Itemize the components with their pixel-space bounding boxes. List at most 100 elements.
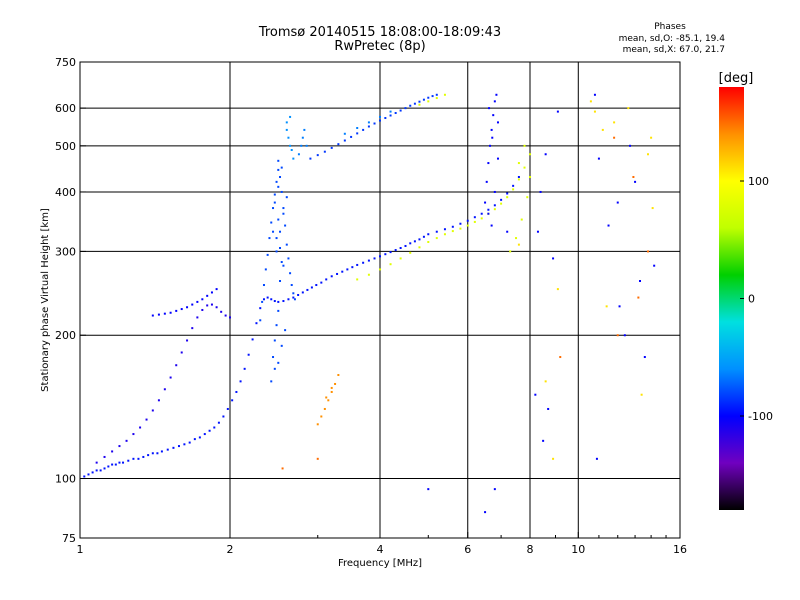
data-point bbox=[523, 166, 526, 169]
data-point bbox=[552, 457, 555, 460]
data-point bbox=[188, 441, 191, 444]
data-point bbox=[399, 247, 402, 250]
data-point bbox=[389, 251, 392, 254]
data-point bbox=[487, 212, 490, 215]
data-point bbox=[275, 237, 278, 240]
data-point bbox=[418, 100, 421, 103]
data-point bbox=[362, 128, 365, 131]
data-point bbox=[222, 415, 225, 418]
data-point bbox=[157, 399, 160, 402]
data-point bbox=[593, 93, 596, 96]
data-point bbox=[526, 196, 529, 199]
data-point bbox=[379, 255, 381, 258]
data-point bbox=[435, 237, 438, 240]
data-point bbox=[172, 446, 175, 449]
data-point bbox=[597, 157, 600, 160]
data-point bbox=[379, 119, 381, 122]
data-point bbox=[122, 461, 125, 464]
data-point bbox=[87, 473, 90, 476]
data-point bbox=[394, 112, 397, 115]
data-point bbox=[646, 250, 649, 253]
data-point bbox=[435, 97, 438, 100]
x-tick-label: 1 bbox=[77, 543, 84, 556]
data-point bbox=[422, 235, 425, 238]
data-point bbox=[273, 339, 276, 342]
data-point bbox=[261, 300, 264, 303]
x-tick-label: 16 bbox=[673, 543, 687, 556]
data-point bbox=[589, 100, 592, 103]
data-point bbox=[356, 263, 359, 266]
data-point bbox=[334, 382, 337, 385]
data-point bbox=[643, 356, 646, 359]
data-point bbox=[506, 230, 509, 233]
data-point bbox=[529, 153, 531, 156]
data-point bbox=[203, 433, 206, 436]
data-point bbox=[191, 303, 194, 306]
data-point bbox=[287, 298, 290, 301]
data-point bbox=[593, 110, 596, 113]
data-point bbox=[320, 281, 323, 284]
data-point bbox=[285, 243, 288, 246]
data-point bbox=[517, 162, 520, 165]
y-tick-label: 100 bbox=[55, 473, 76, 486]
data-point bbox=[337, 143, 340, 146]
data-point bbox=[163, 312, 166, 315]
data-point bbox=[208, 429, 211, 432]
data-point bbox=[605, 305, 608, 308]
data-point bbox=[650, 136, 653, 139]
data-point bbox=[118, 461, 121, 464]
data-point bbox=[418, 103, 421, 106]
data-point bbox=[389, 110, 392, 113]
colorbar-tick-label: -100 bbox=[748, 410, 773, 423]
data-point bbox=[496, 157, 499, 160]
data-point bbox=[180, 351, 183, 354]
data-point bbox=[137, 457, 140, 460]
data-point bbox=[280, 344, 283, 347]
data-point bbox=[99, 469, 102, 472]
data-point bbox=[389, 263, 392, 266]
data-point bbox=[350, 135, 353, 138]
data-point bbox=[151, 314, 154, 317]
data-point bbox=[196, 300, 199, 303]
data-point bbox=[496, 121, 499, 124]
data-point bbox=[356, 127, 359, 130]
data-point bbox=[480, 212, 483, 215]
data-point bbox=[206, 304, 209, 307]
data-point bbox=[277, 300, 280, 303]
data-point bbox=[305, 144, 308, 147]
stats-heading: Phases bbox=[654, 22, 686, 32]
data-point bbox=[277, 185, 280, 188]
data-point bbox=[367, 125, 370, 128]
data-point bbox=[289, 272, 292, 275]
data-point bbox=[427, 488, 430, 491]
data-point bbox=[193, 438, 196, 441]
data-point bbox=[556, 288, 559, 291]
data-point bbox=[156, 452, 159, 455]
data-point bbox=[323, 150, 326, 153]
data-point bbox=[500, 198, 503, 201]
data-point bbox=[559, 356, 562, 359]
y-tick-label: 75 bbox=[62, 532, 76, 545]
data-points bbox=[83, 93, 656, 514]
data-point bbox=[544, 153, 547, 156]
data-point bbox=[111, 450, 114, 453]
data-point bbox=[259, 307, 262, 310]
colorbar-tick-label: 100 bbox=[748, 175, 769, 188]
data-point bbox=[316, 154, 319, 157]
data-point bbox=[231, 399, 234, 402]
data-point bbox=[266, 296, 269, 299]
data-point bbox=[351, 266, 354, 269]
data-point bbox=[389, 114, 392, 117]
data-point bbox=[210, 303, 213, 306]
data-point bbox=[473, 220, 476, 223]
data-point bbox=[409, 242, 412, 245]
data-point bbox=[292, 296, 295, 299]
data-point bbox=[320, 415, 323, 418]
data-point bbox=[142, 455, 145, 458]
data-point bbox=[107, 465, 110, 468]
data-point bbox=[270, 380, 273, 383]
x-tick-label: 4 bbox=[377, 543, 384, 556]
data-point bbox=[480, 217, 483, 220]
data-point bbox=[315, 284, 318, 287]
y-tick-label: 400 bbox=[55, 186, 76, 199]
